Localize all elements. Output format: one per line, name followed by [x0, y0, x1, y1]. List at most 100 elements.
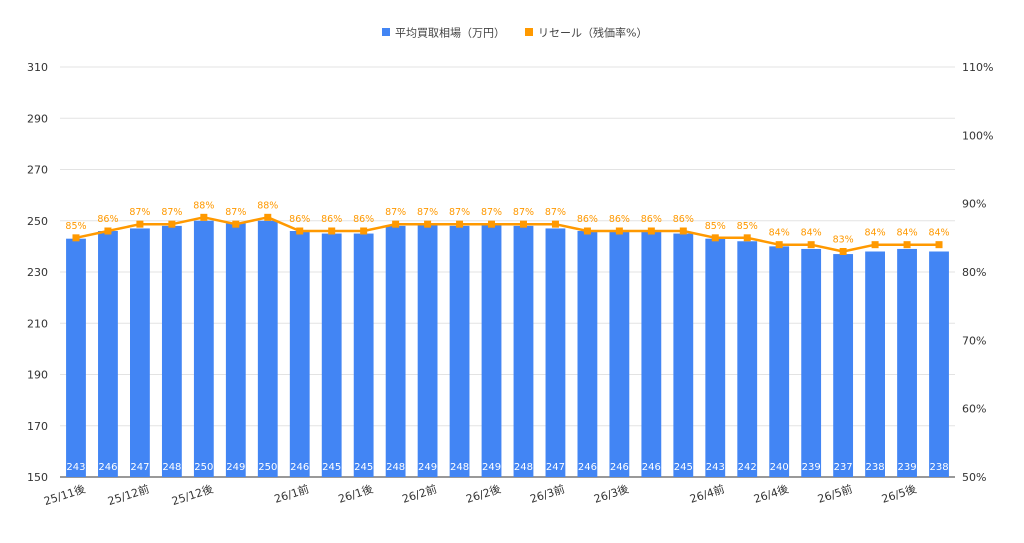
y-right-tick-label: 90% [962, 198, 986, 211]
line-point [615, 227, 623, 235]
bar [769, 246, 790, 477]
bar-value-label: 243 [706, 462, 725, 473]
line-point [935, 241, 943, 249]
line-point [679, 227, 687, 235]
bar [161, 225, 182, 477]
line-point [871, 241, 879, 249]
line-value-label: 86% [353, 214, 374, 225]
line-value-label: 87% [129, 207, 150, 218]
x-tick-label: 26/4前 [688, 482, 726, 506]
line-value-label: 85% [705, 221, 726, 232]
line-point [488, 220, 496, 228]
line-point [136, 220, 144, 228]
y-left-tick-label: 170 [27, 420, 48, 433]
line-value-label: 88% [193, 200, 214, 211]
line-value-label: 85% [737, 221, 758, 232]
y-left-tick-label: 270 [27, 164, 48, 177]
bar-value-label: 246 [610, 462, 629, 473]
line-value-label: 87% [385, 207, 406, 218]
bar [929, 251, 949, 477]
x-tick-label: 26/5前 [816, 482, 854, 506]
x-tick-label: 25/11後 [42, 482, 87, 509]
bar-value-label: 248 [514, 462, 533, 473]
bar [737, 241, 758, 477]
legend: 平均買取相場（万円） リセール（残価率%） [382, 26, 647, 40]
x-tick-label: 26/2後 [464, 482, 502, 506]
y-right-tick-label: 60% [962, 403, 986, 416]
bar-value-label: 248 [450, 462, 469, 473]
bar-value-label: 250 [194, 462, 213, 473]
bar-value-label: 239 [898, 462, 917, 473]
bar [66, 238, 86, 477]
line-point [296, 227, 304, 235]
y-left-tick-label: 250 [27, 215, 48, 228]
x-tick-label: 26/4後 [752, 482, 790, 506]
line-point [743, 234, 751, 242]
legend-bar-swatch [382, 28, 390, 36]
y-left-tick-label: 310 [27, 61, 48, 74]
bar-value-label: 240 [770, 462, 789, 473]
line-value-label: 87% [513, 207, 534, 218]
bar [641, 231, 662, 477]
bar-value-label: 238 [866, 462, 885, 473]
bar [449, 225, 470, 477]
line-point [583, 227, 591, 235]
line-value-label: 86% [641, 214, 662, 225]
line-point [264, 213, 272, 221]
line-point [647, 227, 655, 235]
line-value-label: 87% [161, 207, 182, 218]
line-value-label: 88% [257, 200, 278, 211]
x-tick-label: 25/12後 [170, 482, 215, 509]
line-point [711, 234, 719, 242]
bar-value-label: 247 [546, 462, 565, 473]
line-point [807, 241, 815, 249]
line-point [360, 227, 368, 235]
line-value-label: 86% [97, 214, 118, 225]
bar [130, 228, 150, 477]
legend-bar-label: 平均買取相場（万円） [395, 27, 505, 40]
bar-value-label: 249 [482, 462, 501, 473]
bar-value-label: 243 [66, 462, 85, 473]
bar-value-label: 248 [162, 462, 181, 473]
line-point [551, 220, 559, 228]
x-tick-label: 26/1前 [272, 482, 310, 506]
line-point [519, 220, 527, 228]
line-point [200, 213, 208, 221]
y-left-tick-label: 190 [27, 369, 48, 382]
bar [833, 254, 854, 477]
bar-value-label: 245 [674, 462, 693, 473]
bar [865, 251, 885, 477]
bar [353, 233, 374, 477]
y-right-tick-label: 70% [962, 334, 986, 347]
bar-value-label: 249 [418, 462, 437, 473]
line-point [72, 234, 80, 242]
line-point [775, 241, 783, 249]
line-point [456, 220, 464, 228]
line-value-label: 86% [673, 214, 694, 225]
line-value-label: 83% [833, 235, 854, 246]
bar-value-label: 246 [98, 462, 117, 473]
line-value-label: 86% [321, 214, 342, 225]
line-point [104, 227, 112, 235]
bar-value-label: 237 [834, 462, 853, 473]
bar-value-label: 238 [929, 462, 948, 473]
x-tick-label: 26/5後 [880, 482, 918, 506]
line-value-label: 84% [928, 228, 949, 239]
legend-line-label: リセール（残価率%） [538, 26, 647, 40]
label-layer: 243 246 247 248 250 249 250 246 245 245 248 249 248 2… [65, 200, 949, 473]
line-layer [72, 213, 943, 255]
x-tick-label: 26/3後 [592, 482, 630, 506]
bar-value-label: 239 [802, 462, 821, 473]
y-left-tick-label: 290 [27, 112, 48, 125]
line-value-label: 86% [609, 214, 630, 225]
bar-value-label: 245 [322, 462, 341, 473]
line-value-label: 87% [481, 207, 502, 218]
bar-value-label: 247 [130, 462, 149, 473]
line-value-label: 86% [289, 214, 310, 225]
y-right-tick-label: 100% [962, 129, 993, 142]
line-value-label: 84% [865, 228, 886, 239]
line-point [424, 220, 432, 228]
line-point [168, 220, 176, 228]
bar-value-label: 242 [738, 462, 757, 473]
bar-layer [66, 220, 949, 477]
